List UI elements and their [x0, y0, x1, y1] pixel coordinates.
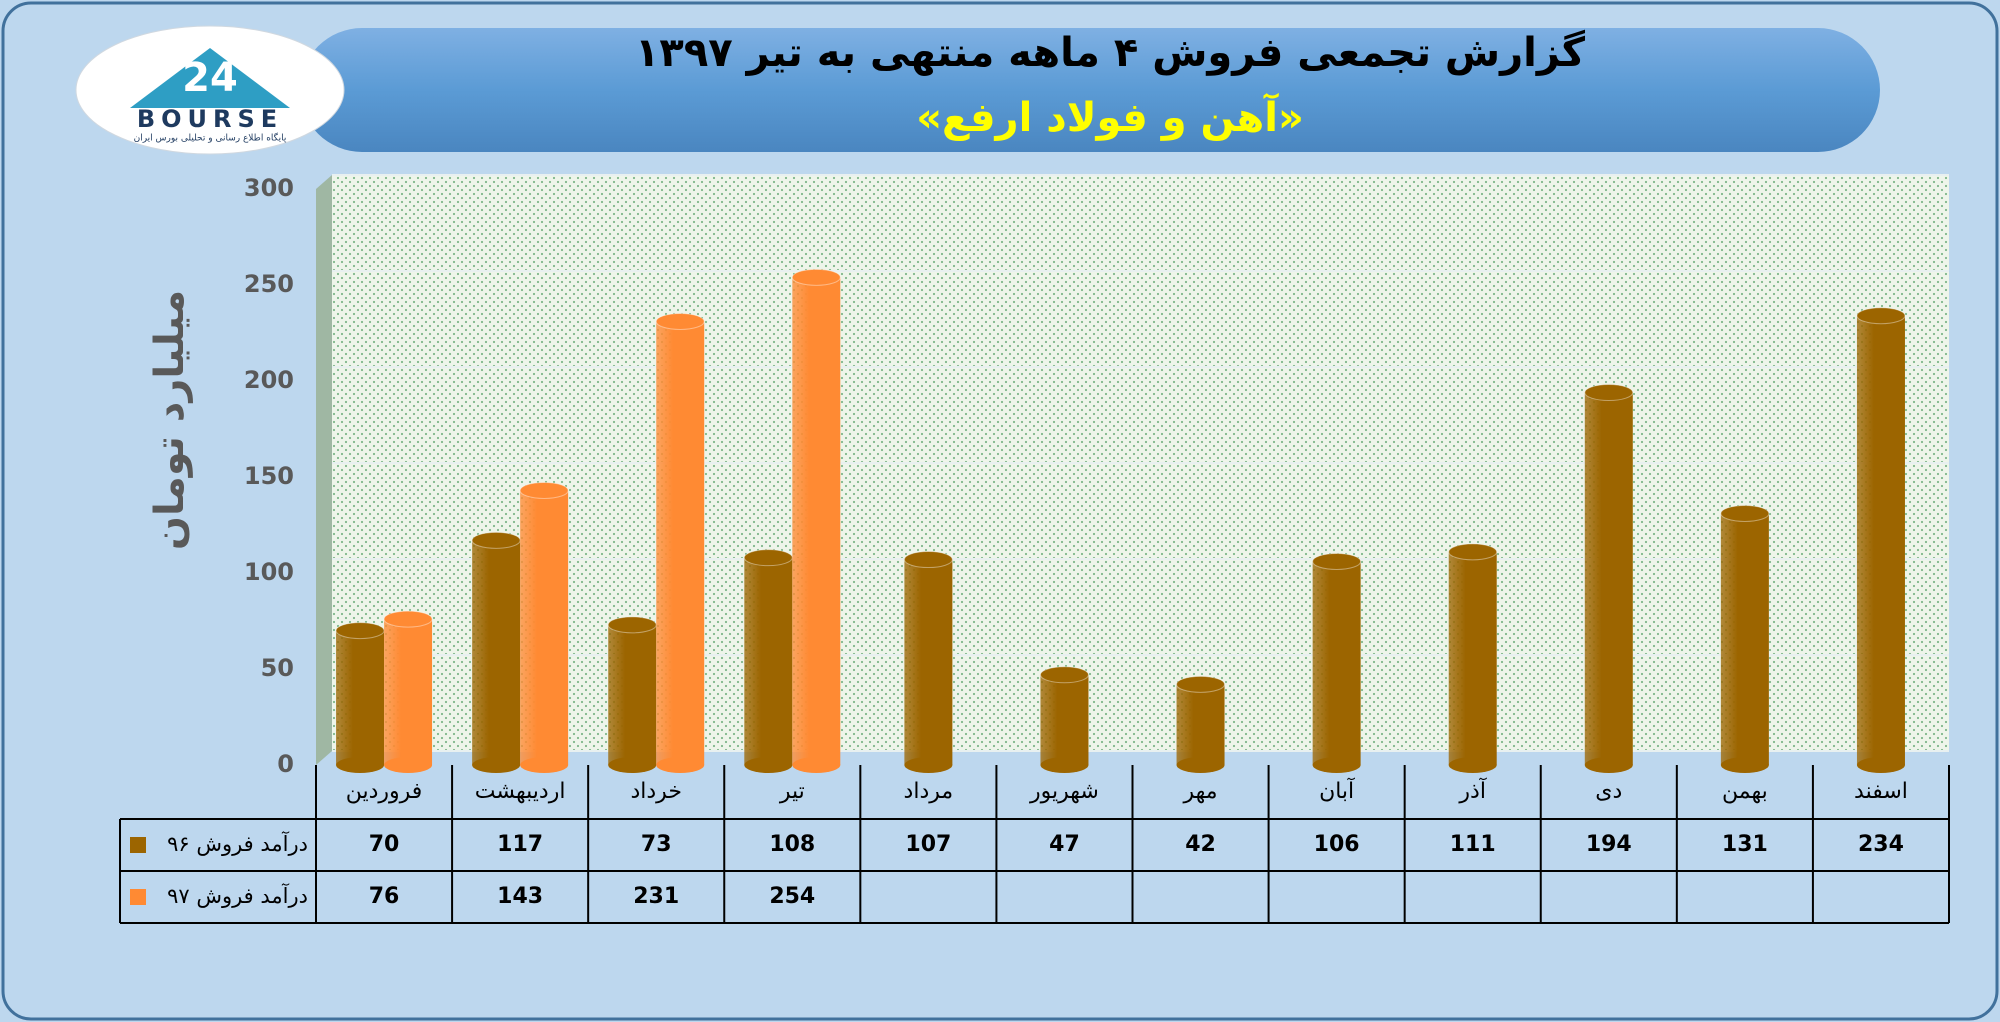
table-value: 234	[1858, 832, 1904, 857]
bar	[472, 540, 521, 765]
x-tick-label: بهمن	[1722, 779, 1768, 804]
logo-shape	[130, 48, 290, 108]
x-tick-label: اردیبهشت	[475, 779, 566, 804]
table-value: 73	[641, 832, 672, 857]
bar-top	[1584, 384, 1634, 402]
bar-top	[607, 616, 657, 634]
table-value: 143	[497, 884, 543, 909]
chart-title: گزارش تجمعی فروش ۴ ماهه منتهی به تیر ۱۳۹…	[635, 29, 1586, 76]
bar	[1040, 674, 1089, 765]
bar	[1584, 392, 1633, 765]
y-axis-label: میلیارد تومان	[147, 290, 193, 550]
bar-top	[1039, 666, 1089, 684]
table-value: 194	[1586, 832, 1632, 857]
bar-top	[1856, 307, 1906, 325]
y-tick-label: 50	[261, 654, 294, 682]
legend-swatch	[130, 889, 146, 905]
table-value: 76	[369, 884, 400, 909]
bar	[792, 277, 841, 765]
bar-top	[1312, 552, 1362, 570]
logo-name: BOURSE	[137, 105, 283, 133]
table-value: 106	[1314, 832, 1360, 857]
bar-top	[383, 610, 433, 628]
header-bar	[300, 28, 1880, 152]
table-value: 254	[769, 884, 815, 909]
x-tick-label: اسفند	[1854, 779, 1908, 804]
bar	[656, 321, 705, 765]
bar-top	[471, 531, 521, 549]
y-tick-label: 200	[244, 366, 294, 394]
x-tick-label: آبان	[1319, 777, 1355, 804]
x-tick-label: مرداد	[904, 779, 954, 804]
bar-top	[1176, 675, 1226, 693]
y-tick-label: 250	[244, 270, 294, 298]
x-tick-label: مهر	[1183, 779, 1218, 804]
x-tick-label: خرداد	[630, 779, 681, 804]
bar	[1312, 561, 1361, 765]
y-tick-label: 150	[244, 462, 294, 490]
logo-caption: پایگاه اطلاع رسانی و تحلیلی بورس ایران	[134, 132, 287, 144]
table-value: 70	[369, 832, 400, 857]
bar	[1856, 315, 1905, 765]
x-tick-label: فروردین	[346, 779, 423, 804]
bar-top	[1720, 504, 1770, 522]
bar	[1448, 551, 1497, 765]
bar	[744, 557, 793, 765]
table-value: 117	[497, 832, 543, 857]
bar-top	[335, 622, 385, 640]
plot-side-wall	[316, 175, 332, 765]
bar-top	[519, 481, 569, 499]
y-tick-label: 0	[277, 750, 294, 778]
bar-top	[743, 549, 793, 567]
legend-label: درآمد فروش ۹۶	[167, 831, 308, 856]
bar	[336, 630, 385, 765]
bar	[1720, 513, 1769, 765]
legend-label: درآمد فروش ۹۷	[167, 883, 308, 908]
x-tick-label: شهریور	[1029, 779, 1099, 804]
table-value: 47	[1049, 832, 1080, 857]
x-tick-label: تیر	[779, 779, 805, 804]
table-value: 107	[905, 832, 951, 857]
logo-number: 24	[182, 55, 238, 101]
bar	[608, 624, 657, 765]
chart-subtitle: «آهن و فولاد ارفع»	[916, 92, 1304, 141]
bar	[904, 559, 953, 765]
legend-swatch	[130, 837, 146, 853]
table-value: 131	[1722, 832, 1768, 857]
y-tick-label: 300	[244, 174, 294, 202]
bar-top	[655, 312, 705, 330]
x-tick-label: دی	[1595, 779, 1622, 804]
y-tick-label: 100	[244, 558, 294, 586]
table-value: 42	[1185, 832, 1216, 857]
table-value: 231	[633, 884, 679, 909]
bar-top	[903, 551, 953, 569]
bar-top	[1448, 543, 1498, 561]
bar	[520, 490, 569, 765]
table-value: 108	[769, 832, 815, 857]
bar-top	[791, 268, 841, 286]
x-tick-label: آذر	[1458, 777, 1486, 804]
bar	[1176, 684, 1225, 765]
table-value: 111	[1450, 832, 1496, 857]
bar	[384, 619, 433, 765]
